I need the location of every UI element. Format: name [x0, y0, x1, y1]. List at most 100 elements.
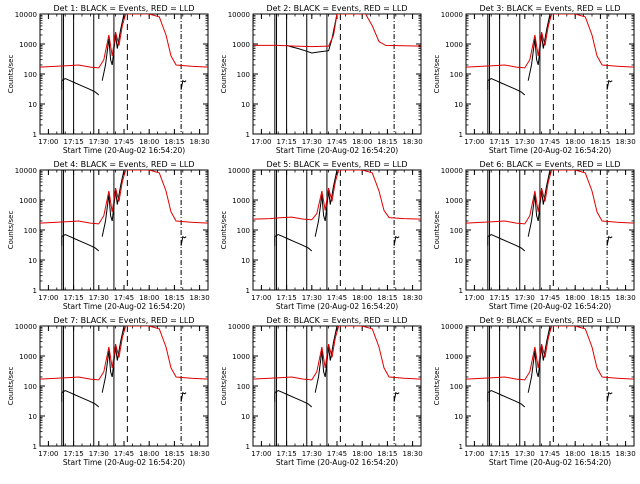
x-tick-label: 17:45: [540, 138, 560, 146]
series-lld-line: [466, 14, 634, 69]
series-events-line: [180, 79, 187, 90]
y-tick-label: 10000: [228, 323, 250, 331]
y-tick-label: 1: [33, 287, 37, 295]
y-axis-label: Counts/sec: [220, 211, 228, 250]
panel-det-6: Det 6: BLACK = Events, RED = LLD 1 10 100 10…: [433, 160, 636, 311]
y-tick-label: 100: [450, 71, 463, 79]
x-tick-label: 18:15: [377, 450, 397, 458]
x-tick-label: 18:00: [139, 450, 159, 458]
y-tick-label: 10000: [15, 167, 37, 175]
x-tick-label: 17:30: [302, 294, 322, 302]
y-tick-label: 100: [24, 227, 37, 235]
y-tick-label: 1000: [232, 197, 250, 205]
panel-title: Det 8: BLACK = Events, RED = LLD: [267, 316, 408, 325]
x-tick-label: 18:15: [590, 294, 610, 302]
y-axis-label: Counts/sec: [433, 367, 441, 406]
y-tick-label: 1000: [445, 41, 463, 49]
x-tick-label: 17:45: [540, 294, 560, 302]
y-tick-label: 10000: [441, 167, 463, 175]
x-tick-label: 17:30: [89, 450, 109, 458]
x-tick-label: 17:15: [277, 138, 297, 146]
y-tick-label: 10: [454, 101, 463, 109]
y-tick-label: 1000: [19, 197, 37, 205]
panel-title: Det 3: BLACK = Events, RED = LLD: [480, 4, 621, 13]
series-events-line: [101, 170, 125, 237]
series-events-line: [61, 390, 100, 408]
y-tick-label: 100: [450, 383, 463, 391]
series-events-line: [393, 391, 400, 402]
series-events-line: [274, 390, 313, 408]
x-tick-label: 18:30: [403, 450, 423, 458]
y-tick-label: 100: [237, 227, 250, 235]
series-events-line: [180, 391, 187, 402]
x-tick-label: 18:00: [565, 294, 585, 302]
panel-det-9: Det 9: BLACK = Events, RED = LLD 1 10 100 10…: [433, 316, 636, 467]
panel-det-2: Det 2: BLACK = Events, RED = LLD 1 10 100 10…: [220, 4, 423, 155]
x-tick-label: 17:00: [251, 138, 271, 146]
panel-det-3: Det 3: BLACK = Events, RED = LLD 1 10 100 10…: [433, 4, 636, 155]
x-axis-label: Start Time (20-Aug-02 16:54:20): [63, 146, 185, 155]
series-events-line: [606, 79, 613, 90]
x-tick-label: 17:15: [490, 450, 510, 458]
series-lld-line: [253, 170, 421, 221]
y-tick-label: 1: [246, 287, 250, 295]
series-lld-line: [253, 14, 421, 48]
series-lld-line: [466, 170, 634, 225]
x-tick-label: 17:30: [89, 294, 109, 302]
y-tick-label: 10: [241, 257, 250, 265]
plot-content: [40, 170, 208, 290]
series-events-line: [487, 78, 526, 96]
plot-frame: [39, 325, 209, 447]
x-tick-label: 17:30: [89, 138, 109, 146]
x-tick-label: 17:15: [490, 138, 510, 146]
panel-det-4: Det 4: BLACK = Events, RED = LLD 1 10 100 10…: [7, 160, 210, 311]
x-axis-label: Start Time (20-Aug-02 16:54:20): [276, 302, 398, 311]
plot-frame: [252, 169, 422, 291]
x-tick-label: 17:00: [464, 138, 484, 146]
plot-frame: [39, 13, 209, 135]
x-tick-label: 17:15: [64, 138, 84, 146]
series-lld-line: [40, 326, 208, 381]
x-tick-label: 18:00: [139, 138, 159, 146]
y-tick-label: 1: [246, 443, 250, 451]
plot-frame: [39, 169, 209, 291]
x-tick-label: 17:30: [515, 138, 535, 146]
x-tick-label: 17:00: [464, 294, 484, 302]
x-axis-label: Start Time (20-Aug-02 16:54:20): [489, 146, 611, 155]
x-tick-label: 18:30: [190, 138, 210, 146]
x-tick-label: 18:30: [403, 138, 423, 146]
x-tick-label: 17:00: [251, 294, 271, 302]
x-tick-label: 18:30: [616, 138, 636, 146]
x-axis-label: Start Time (20-Aug-02 16:54:20): [276, 146, 398, 155]
x-tick-label: 18:00: [565, 138, 585, 146]
y-tick-label: 1000: [19, 41, 37, 49]
panel-title: Det 5: BLACK = Events, RED = LLD: [267, 160, 408, 169]
x-tick-label: 17:15: [277, 450, 297, 458]
x-axis-label: Start Time (20-Aug-02 16:54:20): [63, 458, 185, 467]
y-tick-label: 10000: [441, 323, 463, 331]
series-events-line: [487, 390, 526, 408]
series-lld-line: [40, 170, 208, 225]
plot-content: [253, 326, 421, 446]
x-tick-label: 17:45: [114, 294, 134, 302]
series-events-line: [286, 14, 338, 54]
x-tick-label: 18:30: [616, 294, 636, 302]
x-tick-label: 17:15: [64, 294, 84, 302]
y-tick-label: 1: [33, 131, 37, 139]
y-tick-label: 10000: [15, 323, 37, 331]
y-tick-label: 1: [33, 443, 37, 451]
y-tick-label: 1: [459, 287, 463, 295]
x-tick-label: 17:45: [540, 450, 560, 458]
x-tick-label: 17:00: [251, 450, 271, 458]
y-tick-label: 10000: [228, 11, 250, 19]
panel-title: Det 9: BLACK = Events, RED = LLD: [480, 316, 621, 325]
x-tick-label: 17:30: [515, 450, 535, 458]
y-tick-label: 1000: [232, 353, 250, 361]
x-tick-label: 17:15: [277, 294, 297, 302]
panel-det-1: Det 1: BLACK = Events, RED = LLD 1 10 100 10…: [7, 4, 210, 155]
x-tick-label: 18:30: [190, 294, 210, 302]
series-events-line: [606, 235, 613, 246]
y-tick-label: 100: [237, 71, 250, 79]
